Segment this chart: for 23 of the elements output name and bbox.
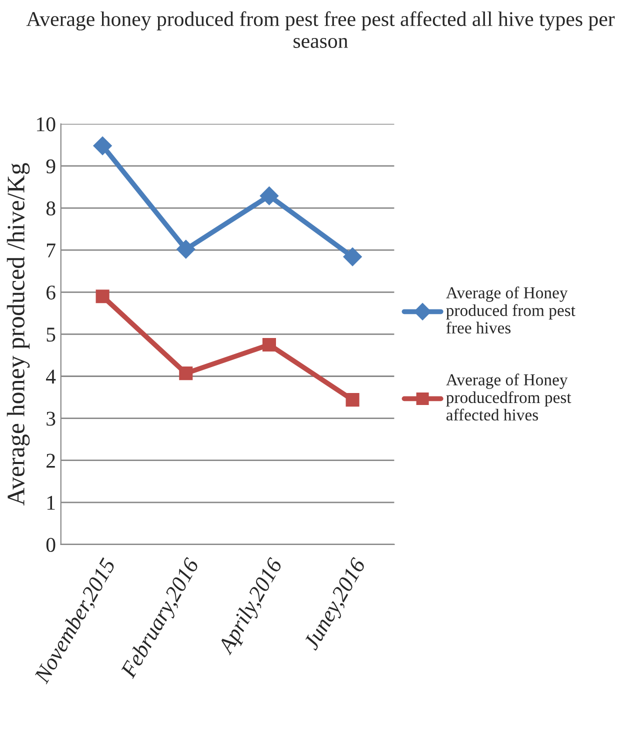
y-tick-label: 8 xyxy=(46,201,56,216)
point xyxy=(93,136,112,156)
y-tick-label: 5 xyxy=(46,328,56,342)
y-tick-label: 0 xyxy=(46,538,56,552)
chart-title: Average honey produced from pest free pest affected all hive types per season xyxy=(26,11,615,48)
legend-label: Average of Honey producedfrom pest affected hives xyxy=(446,374,572,421)
y-tick-label: 4 xyxy=(46,370,56,384)
y-tick-label: 9 xyxy=(46,159,56,174)
y-axis-title: Average honey produced /hive/Kg xyxy=(6,163,30,506)
y-tick-label: 7 xyxy=(46,244,56,258)
point xyxy=(176,240,196,259)
point xyxy=(346,393,360,407)
legend-label: Average of Honey produced from pest free hives xyxy=(446,286,576,334)
point xyxy=(343,247,362,266)
point xyxy=(262,338,276,352)
y-tick-label: 10 xyxy=(37,117,56,132)
y-tick-label: 6 xyxy=(46,286,56,300)
point xyxy=(179,366,193,380)
y-tick-label: 2 xyxy=(46,454,55,468)
y-tick-label: 1 xyxy=(47,496,55,510)
point xyxy=(260,186,279,206)
point xyxy=(96,290,110,304)
y-tick-label: 3 xyxy=(46,412,56,426)
